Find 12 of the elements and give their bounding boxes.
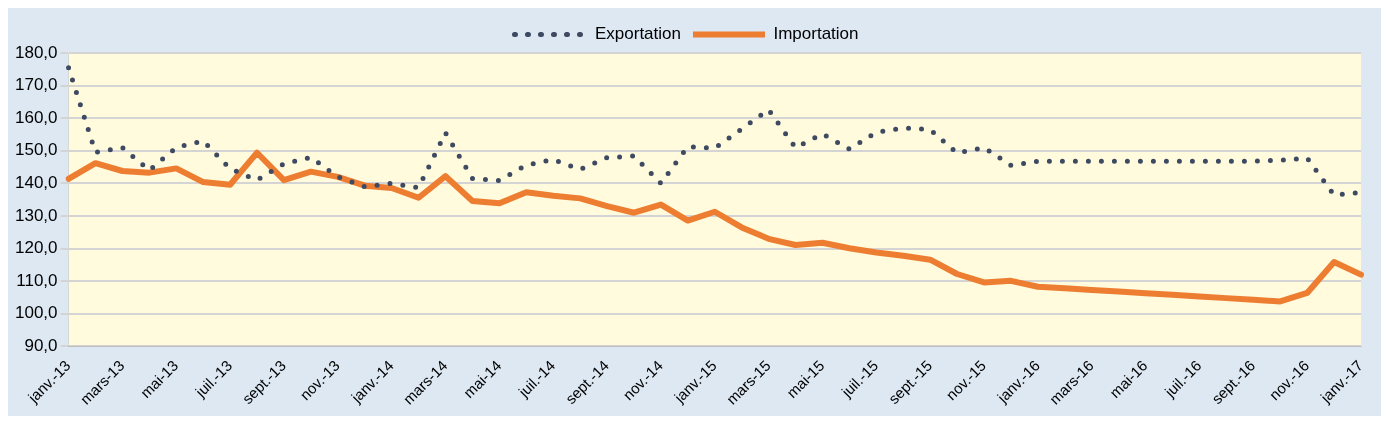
legend-label: Importation bbox=[773, 24, 859, 44]
y-tick-label: 140,0 bbox=[14, 173, 58, 193]
y-tick-label: 90,0 bbox=[24, 336, 58, 356]
y-tick-label: 180,0 bbox=[14, 42, 58, 62]
legend-label: Exportation bbox=[594, 24, 681, 44]
y-tick-label: 100,0 bbox=[14, 303, 58, 323]
y-tick-label: 170,0 bbox=[14, 75, 58, 95]
y-tick-label: 110,0 bbox=[16, 270, 58, 290]
y-tick-label: 150,0 bbox=[14, 140, 58, 160]
y-tick-label: 130,0 bbox=[14, 205, 58, 225]
y-tick-label: 120,0 bbox=[14, 238, 58, 258]
y-tick-label: 160,0 bbox=[14, 107, 58, 127]
